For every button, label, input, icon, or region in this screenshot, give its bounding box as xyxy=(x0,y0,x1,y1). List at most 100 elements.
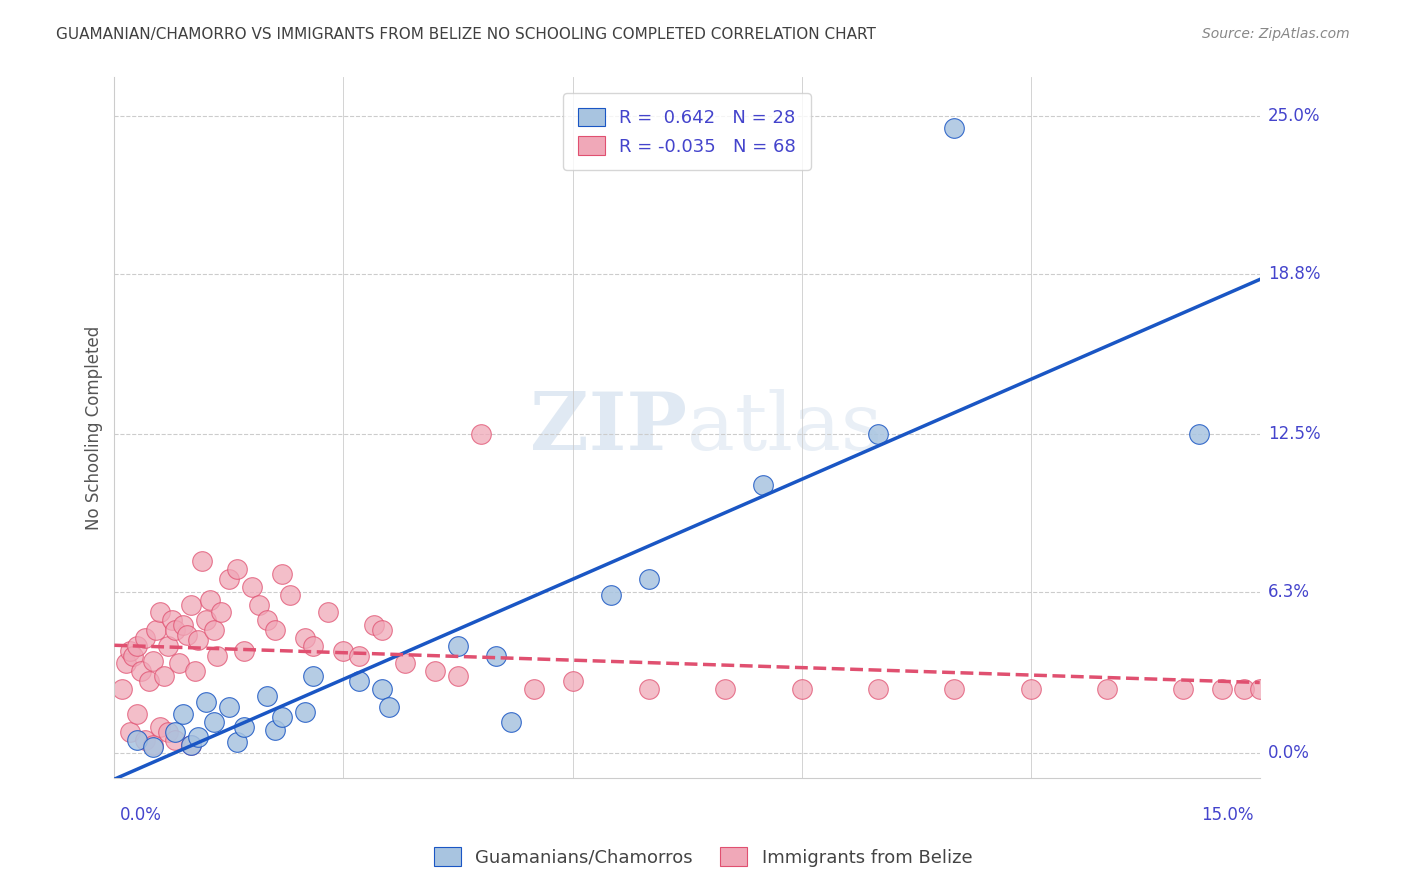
Text: Source: ZipAtlas.com: Source: ZipAtlas.com xyxy=(1202,27,1350,41)
Point xyxy=(134,631,156,645)
Text: 6.3%: 6.3% xyxy=(1268,583,1310,601)
Point xyxy=(134,732,156,747)
Point xyxy=(195,695,218,709)
Point xyxy=(115,657,138,671)
Text: 0.0%: 0.0% xyxy=(120,806,162,824)
Point xyxy=(176,628,198,642)
Point xyxy=(1095,681,1118,696)
Point xyxy=(180,598,202,612)
Point xyxy=(142,738,165,752)
Point xyxy=(790,681,813,696)
Point xyxy=(278,588,301,602)
Point xyxy=(149,606,172,620)
Point xyxy=(191,554,214,568)
Point xyxy=(943,681,966,696)
Point xyxy=(485,648,508,663)
Point xyxy=(866,681,889,696)
Point xyxy=(714,681,737,696)
Point xyxy=(263,624,285,638)
Point xyxy=(599,588,621,602)
Point xyxy=(153,669,176,683)
Point xyxy=(218,699,240,714)
Point xyxy=(129,664,152,678)
Point xyxy=(118,725,141,739)
Point xyxy=(118,643,141,657)
Point xyxy=(561,674,583,689)
Point xyxy=(394,657,416,671)
Point xyxy=(866,427,889,442)
Point xyxy=(256,613,278,627)
Point xyxy=(302,639,325,653)
Point xyxy=(943,121,966,136)
Point xyxy=(127,707,149,722)
Point xyxy=(183,664,205,678)
Point xyxy=(302,669,325,683)
Point xyxy=(160,613,183,627)
Point xyxy=(195,613,218,627)
Point xyxy=(294,705,316,719)
Point xyxy=(165,732,187,747)
Point xyxy=(370,624,392,638)
Point xyxy=(294,631,316,645)
Point xyxy=(1019,681,1042,696)
Point xyxy=(233,643,256,657)
Point xyxy=(378,699,401,714)
Point xyxy=(138,674,160,689)
Point xyxy=(263,723,285,737)
Point xyxy=(111,681,134,696)
Point xyxy=(638,572,661,586)
Point xyxy=(172,618,194,632)
Point xyxy=(316,606,339,620)
Point xyxy=(423,664,446,678)
Text: atlas: atlas xyxy=(688,389,882,467)
Point xyxy=(169,657,191,671)
Point xyxy=(149,720,172,734)
Point xyxy=(165,725,187,739)
Point xyxy=(180,738,202,752)
Point xyxy=(233,720,256,734)
Point xyxy=(142,654,165,668)
Text: GUAMANIAN/CHAMORRO VS IMMIGRANTS FROM BELIZE NO SCHOOLING COMPLETED CORRELATION : GUAMANIAN/CHAMORRO VS IMMIGRANTS FROM BE… xyxy=(56,27,876,42)
Point xyxy=(218,572,240,586)
Point xyxy=(271,567,294,582)
Text: 12.5%: 12.5% xyxy=(1268,425,1320,443)
Point xyxy=(332,643,354,657)
Point xyxy=(156,725,179,739)
Point xyxy=(127,639,149,653)
Point xyxy=(752,478,775,492)
Point xyxy=(207,648,229,663)
Text: 18.8%: 18.8% xyxy=(1268,265,1320,283)
Point xyxy=(187,633,209,648)
Point xyxy=(447,639,470,653)
Legend: R =  0.642   N = 28, R = -0.035   N = 68: R = 0.642 N = 28, R = -0.035 N = 68 xyxy=(564,94,811,170)
Point xyxy=(172,707,194,722)
Point xyxy=(142,740,165,755)
Point xyxy=(1173,681,1195,696)
Point xyxy=(470,427,492,442)
Point xyxy=(1249,681,1271,696)
Point xyxy=(127,732,149,747)
Point xyxy=(225,735,247,749)
Point xyxy=(370,681,392,696)
Point xyxy=(1233,681,1256,696)
Text: 25.0%: 25.0% xyxy=(1268,107,1320,125)
Point xyxy=(202,714,225,729)
Point xyxy=(122,648,145,663)
Point xyxy=(156,639,179,653)
Point xyxy=(187,731,209,745)
Point xyxy=(271,710,294,724)
Point xyxy=(447,669,470,683)
Point xyxy=(240,580,263,594)
Point xyxy=(1211,681,1233,696)
Point xyxy=(225,562,247,576)
Point xyxy=(202,624,225,638)
Y-axis label: No Schooling Completed: No Schooling Completed xyxy=(86,326,103,530)
Legend: Guamanians/Chamorros, Immigrants from Belize: Guamanians/Chamorros, Immigrants from Be… xyxy=(426,840,980,874)
Point xyxy=(501,714,523,729)
Point xyxy=(1188,427,1211,442)
Point xyxy=(165,624,187,638)
Point xyxy=(198,592,221,607)
Point xyxy=(145,624,167,638)
Point xyxy=(347,648,370,663)
Point xyxy=(209,606,232,620)
